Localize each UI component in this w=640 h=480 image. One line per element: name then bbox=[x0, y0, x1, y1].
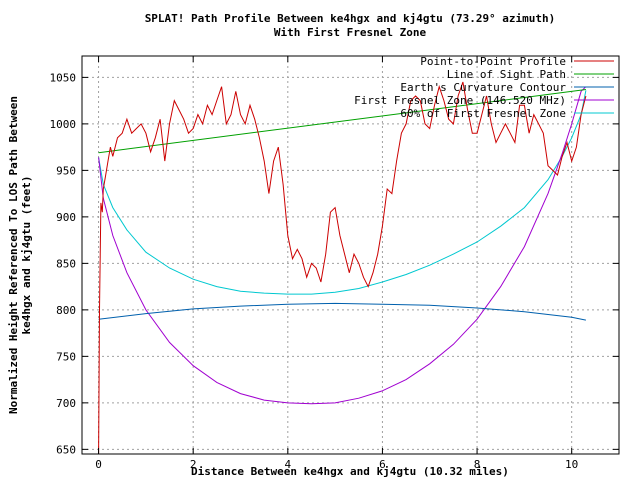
y-axis-label-line1: Normalized Height Referenced To LOS Path… bbox=[7, 96, 20, 414]
y-tick-label: 950 bbox=[56, 164, 76, 177]
y-tick-label: 900 bbox=[56, 211, 76, 224]
y-tick-label: 650 bbox=[56, 443, 76, 456]
x-tick-label: 8 bbox=[474, 458, 481, 471]
y-tick-label: 1000 bbox=[50, 118, 77, 131]
y-tick-label: 750 bbox=[56, 350, 76, 363]
x-tick-label: 2 bbox=[190, 458, 197, 471]
chart-subtitle: With First Fresnel Zone bbox=[274, 26, 427, 39]
legend-entry-label: First Fresnel Zone (146.520 MHz) bbox=[354, 94, 566, 107]
series-line-60-of-first-fresnel-zone bbox=[98, 90, 587, 295]
x-tick-label: 10 bbox=[565, 458, 578, 471]
y-axis-label-line2: ke4hgx and kj4gtu (feet) bbox=[20, 176, 33, 335]
y-tick-label: 1050 bbox=[50, 71, 77, 84]
y-tick-label: 800 bbox=[56, 304, 76, 317]
legend-entry-label: 60% of First Fresnel Zone bbox=[400, 107, 566, 120]
series-line-point-to-point-profile bbox=[98, 81, 587, 455]
chart-title: SPLAT! Path Profile Between ke4hgx and k… bbox=[145, 12, 556, 25]
x-axis-label: Distance Between ke4hgx and kj4gtu (10.3… bbox=[191, 465, 509, 478]
plot-frame bbox=[81, 55, 620, 455]
legend-entry-label: Point-to-Point Profile bbox=[420, 55, 566, 68]
x-tick-label: 0 bbox=[95, 458, 102, 471]
series-line-earth-s-curvature-contour bbox=[98, 302, 586, 321]
x-tick-label: 6 bbox=[379, 458, 386, 471]
x-tick-label: 4 bbox=[284, 458, 291, 471]
series-line-line-of-sight-path bbox=[98, 89, 586, 154]
legend-entry-label: Line of Sight Path bbox=[447, 68, 566, 81]
y-tick-label: 700 bbox=[56, 397, 76, 410]
plot-series bbox=[98, 81, 587, 455]
series-line-first-fresnel-zone-146-520-mhz bbox=[98, 86, 587, 405]
axes: 0 2 4 6 8 10 650 700 750 800 850 900 950 1000 1050 bbox=[50, 56, 619, 471]
y-tick-label: 850 bbox=[56, 257, 76, 270]
legend-entry-label: Earth's Curvature Contour bbox=[400, 81, 566, 94]
